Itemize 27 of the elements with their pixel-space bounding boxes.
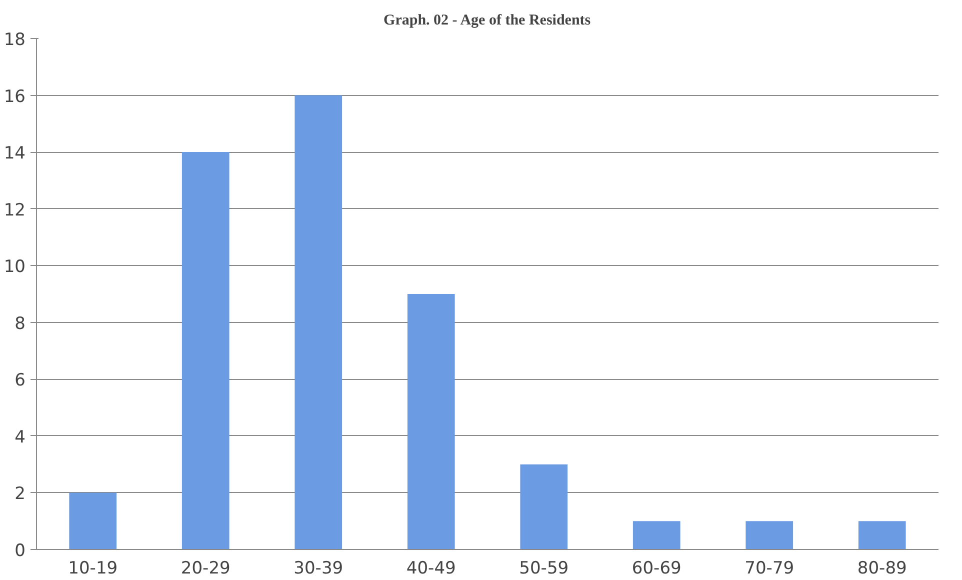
y-tick-label: 10 <box>4 257 26 278</box>
bar <box>407 294 455 550</box>
y-tick-label: 14 <box>4 144 26 164</box>
x-tick-label: 10-19 <box>68 558 118 578</box>
bar <box>294 95 342 550</box>
bar <box>746 521 794 550</box>
y-tick-label: 12 <box>4 200 26 220</box>
y-tick-label: 18 <box>4 30 26 50</box>
x-tick-label: 60-69 <box>632 558 682 578</box>
bar <box>520 464 568 550</box>
bar <box>182 152 230 550</box>
x-tick-label: 80-89 <box>857 558 907 578</box>
y-tick-label: 16 <box>4 86 26 107</box>
y-tick-label: 8 <box>14 314 26 334</box>
chart-title: Graph. 02 - Age of the Residents <box>384 12 591 28</box>
y-tick-label: 0 <box>14 541 26 561</box>
y-tick-label: 6 <box>14 370 26 391</box>
x-tick-label: 40-49 <box>406 558 456 578</box>
bar <box>632 521 680 550</box>
x-tick-label: 50-59 <box>519 558 569 578</box>
x-tick-label: 20-29 <box>180 558 230 578</box>
y-tick-label: 4 <box>14 427 26 448</box>
x-tick-label: 70-79 <box>744 558 794 578</box>
bar <box>69 492 117 550</box>
y-tick-label: 2 <box>14 484 26 504</box>
x-tick-label: 30-39 <box>294 558 344 578</box>
bar <box>858 521 906 550</box>
